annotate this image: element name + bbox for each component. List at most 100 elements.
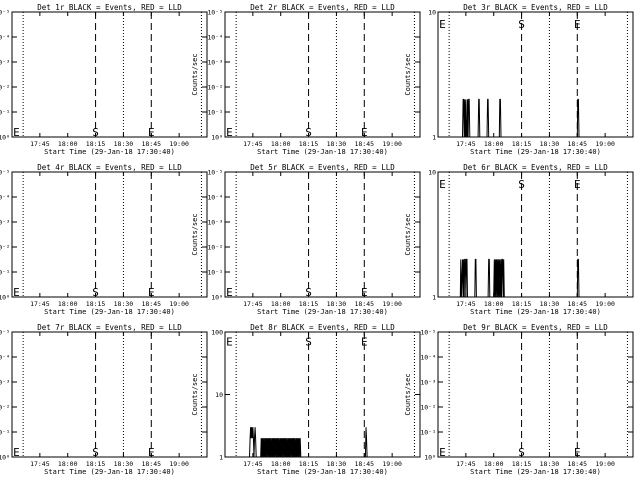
chart-title: Det 9r BLACK = Events, RED = LLD — [463, 323, 608, 332]
y-tick-label: 100 — [211, 329, 223, 337]
plot-frame — [11, 11, 208, 138]
y-tick-label: 10⁻⁵ — [0, 329, 10, 337]
event-marker-e: E — [148, 126, 155, 139]
event-marker-e: E — [574, 446, 581, 459]
y-tick-label: 10⁻² — [207, 84, 223, 92]
y-tick-label: 10⁻⁴ — [0, 34, 10, 42]
y-axis-label: Counts/sec — [404, 373, 412, 415]
y-tick-label: 10⁻¹ — [207, 109, 223, 117]
x-tick-label: 18:45 — [141, 300, 161, 308]
x-tick-label: 17:45 — [456, 300, 476, 308]
x-tick-label: 18:30 — [114, 140, 134, 148]
chart-panel-7: Det 7r BLACK = Events, RED = LLD 17:45 18:… — [0, 323, 208, 476]
x-tick-label: 18:45 — [354, 460, 374, 468]
chart-panel-8: Det 8r BLACK = Events, RED = LLD 17:45 18:… — [191, 323, 421, 476]
chart-panel-3: Det 3r BLACK = Events, RED = LLD 17:45 18:… — [404, 3, 634, 156]
series-line-events — [459, 258, 580, 298]
y-tick-label: 10⁻³ — [0, 219, 10, 227]
x-tick-label: 18:30 — [327, 460, 347, 468]
y-tick-label: 10 — [428, 9, 436, 17]
chart-title: Det 7r BLACK = Events, RED = LLD — [37, 323, 182, 332]
event-marker-s: S — [92, 446, 99, 459]
event-marker-e: E — [13, 286, 20, 299]
event-marker-e: E — [148, 286, 155, 299]
x-tick-label: 18:15 — [299, 140, 319, 148]
y-tick-label: 1 — [432, 294, 436, 302]
x-tick-label: 17:45 — [30, 300, 50, 308]
x-tick-label: 19:00 — [169, 140, 189, 148]
x-tick-label: 19:00 — [595, 140, 615, 148]
chart-panel-9: Det 9r BLACK = Events, RED = LLD 17:45 18:… — [404, 323, 634, 476]
x-tick-label: 18:30 — [327, 140, 347, 148]
y-tick-label: 10⁰ — [211, 294, 223, 302]
x-tick-label: 18:15 — [299, 300, 319, 308]
event-marker-s: S — [518, 178, 525, 191]
y-tick-label: 10⁰ — [0, 134, 10, 142]
x-axis-label: Start Time (29-Jan-18 17:30:40) — [257, 148, 388, 156]
x-tick-label: 18:15 — [86, 300, 106, 308]
y-tick-label: 10⁻¹ — [0, 109, 10, 117]
y-tick-label: 10⁻⁵ — [420, 329, 436, 337]
event-marker-e: E — [361, 126, 368, 139]
series-line-events — [249, 427, 368, 458]
y-tick-label: 10⁻⁵ — [0, 9, 10, 17]
chart-title: Det 1r BLACK = Events, RED = LLD — [37, 3, 182, 12]
x-tick-label: 19:00 — [382, 140, 402, 148]
event-marker-e: E — [361, 286, 368, 299]
y-tick-label: 10⁻³ — [0, 379, 10, 387]
chart-title: Det 4r BLACK = Events, RED = LLD — [37, 163, 182, 172]
x-tick-label: 19:00 — [595, 460, 615, 468]
x-axis-label: Start Time (29-Jan-18 17:30:40) — [257, 308, 388, 316]
y-tick-label: 10⁰ — [211, 134, 223, 142]
y-tick-label: 10⁻³ — [207, 59, 223, 67]
plot-frame — [437, 331, 634, 458]
x-tick-label: 18:00 — [484, 140, 504, 148]
y-tick-label: 10⁻² — [0, 84, 10, 92]
event-marker-s: S — [518, 446, 525, 459]
y-tick-label: 10⁻² — [0, 244, 10, 252]
y-tick-label: 1 — [219, 454, 223, 462]
x-tick-label: 18:00 — [484, 460, 504, 468]
y-tick-label: 10⁰ — [424, 454, 436, 462]
y-tick-label: 10⁻⁵ — [207, 9, 223, 17]
y-axis-label: Counts/sec — [191, 373, 199, 415]
y-tick-label: 10⁻³ — [420, 379, 436, 387]
x-tick-label: 18:15 — [299, 460, 319, 468]
y-tick-label: 10 — [428, 169, 436, 177]
event-marker-s: S — [92, 286, 99, 299]
event-marker-e: E — [13, 446, 20, 459]
x-tick-label: 19:00 — [169, 300, 189, 308]
chart-title: Det 8r BLACK = Events, RED = LLD — [250, 323, 395, 332]
series-line-events — [462, 98, 580, 138]
x-tick-label: 19:00 — [169, 460, 189, 468]
chart-title: Det 3r BLACK = Events, RED = LLD — [463, 3, 608, 12]
y-tick-label: 10⁻⁵ — [0, 169, 10, 177]
x-axis-label: Start Time (29-Jan-18 17:30:40) — [44, 468, 175, 476]
y-tick-label: 10⁻⁴ — [207, 34, 223, 42]
x-tick-label: 18:00 — [58, 460, 78, 468]
x-tick-label: 18:00 — [58, 140, 78, 148]
chart-panel-6: Det 6r BLACK = Events, RED = LLD 17:45 18:… — [404, 163, 634, 316]
x-tick-label: 18:15 — [86, 140, 106, 148]
chart-panel-5: Det 5r BLACK = Events, RED = LLD 17:45 18:… — [191, 163, 421, 316]
y-tick-label: 10⁻⁴ — [207, 194, 223, 202]
x-tick-label: 18:15 — [512, 300, 532, 308]
y-tick-label: 10⁻⁴ — [420, 354, 436, 362]
y-tick-label: 10⁻⁵ — [207, 169, 223, 177]
x-tick-label: 17:45 — [243, 460, 263, 468]
x-tick-label: 18:45 — [567, 140, 587, 148]
event-marker-e: E — [574, 18, 581, 31]
x-tick-label: 19:00 — [382, 300, 402, 308]
chart-panel-2: Det 2r BLACK = Events, RED = LLD 17:45 18:… — [191, 3, 421, 156]
x-axis-label: Start Time (29-Jan-18 17:30:40) — [44, 148, 175, 156]
x-tick-label: 18:15 — [512, 460, 532, 468]
x-tick-label: 18:30 — [540, 140, 560, 148]
x-tick-label: 18:45 — [354, 300, 374, 308]
y-tick-label: 10⁻¹ — [420, 429, 436, 437]
y-tick-label: 1 — [432, 134, 436, 142]
x-tick-label: 18:00 — [58, 300, 78, 308]
y-tick-label: 10⁻¹ — [207, 269, 223, 277]
x-tick-label: 17:45 — [456, 140, 476, 148]
x-tick-label: 18:45 — [354, 140, 374, 148]
